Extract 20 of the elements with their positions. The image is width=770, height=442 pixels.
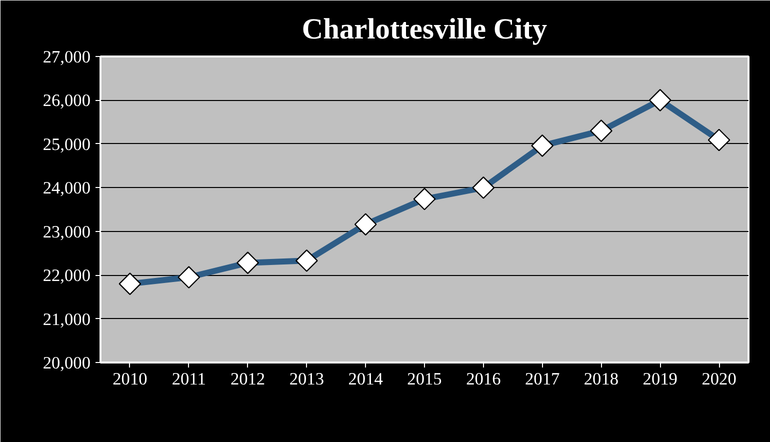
- y-tick-label: 20,000: [42, 354, 91, 372]
- y-tick-label: 27,000: [42, 48, 91, 66]
- chart-title: Charlottesville City: [302, 14, 548, 46]
- x-tick-label: 2010: [112, 370, 148, 388]
- x-tick-label: 2020: [702, 370, 736, 388]
- x-tick-label: 2015: [407, 370, 442, 388]
- x-tick-label: 2011: [172, 370, 206, 388]
- x-tick-label: 2012: [230, 370, 266, 388]
- y-tick-label: 26,000: [42, 91, 91, 110]
- x-tick-label: 2014: [348, 370, 384, 388]
- x-tick-label: 2019: [642, 370, 678, 388]
- y-tick-label: 24,000: [42, 178, 91, 198]
- x-tick-label: 2017: [524, 370, 560, 388]
- y-tick-label: 23,000: [42, 222, 91, 242]
- x-tick-label: 2013: [289, 370, 324, 388]
- x-tick-label: 2018: [584, 370, 619, 388]
- x-tick-label: 2016: [466, 370, 502, 388]
- y-tick-label: 25,000: [42, 134, 91, 154]
- y-tick-label: 21,000: [42, 310, 91, 329]
- y-tick-label: 22,000: [42, 266, 91, 286]
